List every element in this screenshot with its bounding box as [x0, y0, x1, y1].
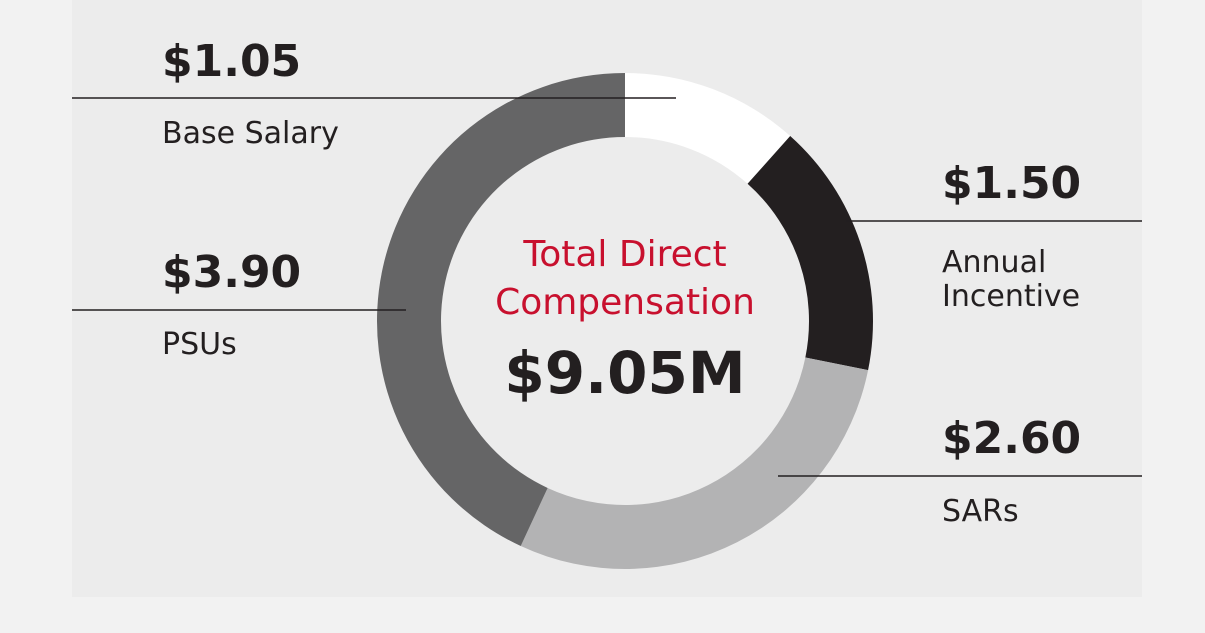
- slice-annual: [747, 136, 873, 371]
- annual-incentive-label-line1: Annual: [942, 245, 1047, 280]
- center-title-line1: Total Direct: [523, 234, 727, 275]
- slice-psus: [377, 73, 625, 547]
- annual-incentive-label-line2: Incentive: [942, 279, 1081, 314]
- psus-value: $3.90: [162, 247, 302, 298]
- slice-base: [625, 73, 791, 184]
- psus-label: PSUs: [162, 327, 237, 362]
- annual-incentive-value: $1.50: [942, 158, 1082, 209]
- center-title-line2: Compensation: [495, 282, 755, 323]
- sars-label: SARs: [942, 494, 1019, 529]
- sars-value: $2.60: [942, 413, 1082, 464]
- base-salary-label: Base Salary: [162, 116, 339, 151]
- base-salary-value: $1.05: [162, 36, 302, 87]
- total-value: $9.05M: [504, 339, 746, 407]
- slice-sars: [520, 357, 869, 569]
